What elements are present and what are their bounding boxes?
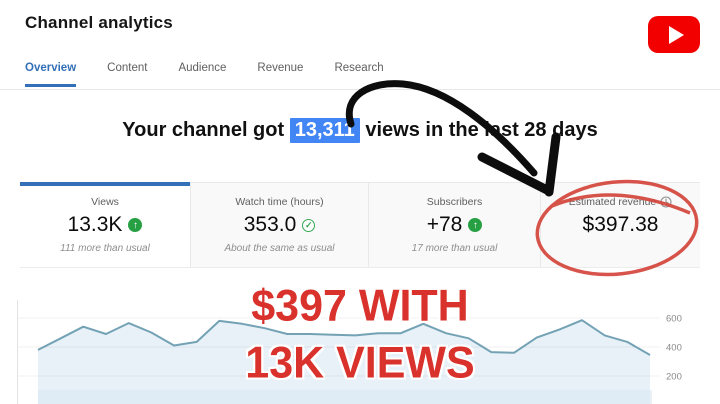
metric-cards: Views 13.3K ↑ 111 more than usual Watch t… bbox=[20, 182, 700, 268]
metric-card-estimated-revenue[interactable]: Estimated revenue $397.38 bbox=[540, 182, 700, 267]
metric-card-views[interactable]: Views 13.3K ↑ 111 more than usual bbox=[20, 182, 190, 267]
card-value: 13.3K bbox=[67, 213, 123, 236]
metric-card-watch-time[interactable]: Watch time (hours) 353.0 ✓ About the same… bbox=[190, 182, 368, 267]
page-title: Channel analytics bbox=[25, 13, 173, 32]
views-area-chart: 600 400 200 bbox=[17, 300, 682, 404]
card-subtext: About the same as usual bbox=[224, 243, 335, 254]
analytics-tabs: Overview Content Audience Revenue Resear… bbox=[25, 62, 384, 87]
svg-text:200: 200 bbox=[666, 372, 682, 383]
overlay-caption: $397 WITH 13K VIEWS bbox=[0, 278, 720, 392]
play-icon bbox=[668, 25, 684, 44]
clock-icon bbox=[660, 196, 672, 208]
card-value: +78 bbox=[426, 213, 463, 236]
headline-suffix: views in the last 28 days bbox=[359, 119, 598, 141]
tabs-divider bbox=[0, 89, 720, 90]
svg-text:600: 600 bbox=[666, 314, 682, 325]
tab-revenue[interactable]: Revenue bbox=[257, 62, 304, 74]
headline-highlighted-views: 13,311 bbox=[289, 118, 360, 143]
card-label: Views bbox=[91, 196, 119, 208]
tab-research[interactable]: Research bbox=[334, 62, 384, 74]
views-chart[interactable]: 600 400 200 bbox=[0, 296, 720, 404]
tab-audience[interactable]: Audience bbox=[178, 62, 227, 74]
youtube-logo-icon[interactable] bbox=[648, 16, 700, 53]
headline: Your channel got 13,311 views in the las… bbox=[0, 118, 720, 143]
overlay-line1: $397 WITH bbox=[251, 281, 469, 331]
card-value: $397.38 bbox=[582, 213, 659, 236]
up-arrow-icon: ↑ bbox=[468, 218, 483, 232]
svg-text:400: 400 bbox=[666, 343, 682, 354]
card-label: Estimated revenue bbox=[568, 196, 657, 208]
card-label: Subscribers bbox=[426, 196, 483, 208]
card-label: Watch time (hours) bbox=[235, 196, 324, 208]
tab-overview[interactable]: Overview bbox=[25, 62, 77, 87]
check-icon: ✓ bbox=[302, 218, 316, 232]
card-subtext: 111 more than usual bbox=[60, 243, 150, 254]
card-value: 353.0 bbox=[243, 213, 297, 236]
up-arrow-icon: ↑ bbox=[128, 218, 143, 232]
metric-card-subscribers[interactable]: Subscribers +78 ↑ 17 more than usual bbox=[368, 182, 540, 267]
card-subtext: 17 more than usual bbox=[411, 243, 498, 254]
tab-content[interactable]: Content bbox=[107, 62, 148, 74]
headline-prefix: Your channel got bbox=[122, 119, 290, 141]
overlay-line2: 13K VIEWS bbox=[245, 338, 475, 388]
